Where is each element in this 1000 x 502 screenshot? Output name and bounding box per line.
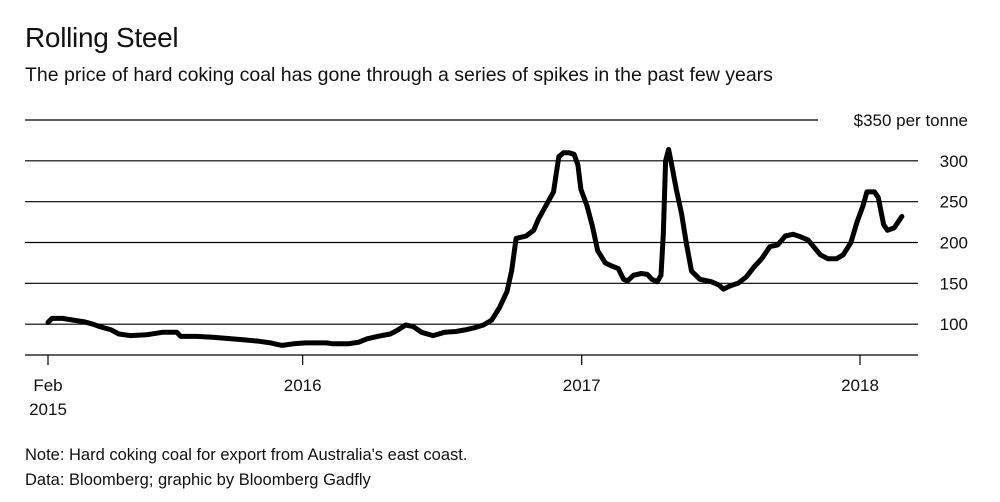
line-chart: $350 per tonne 300 250 200 150 100 Feb 2015 201…	[25, 111, 968, 419]
chart-title: Rolling Steel	[25, 22, 179, 53]
series-line-0	[45, 146, 905, 348]
y-tick-label-150: 150	[940, 274, 968, 293]
y-tick-label-300: 300	[940, 152, 968, 171]
y-tick-label-200: 200	[940, 234, 968, 253]
y-tick-label-350: $350 per tonne	[854, 111, 968, 130]
footnote: Note: Hard coking coal for export from A…	[25, 446, 468, 464]
x-tick-label-1: 2016	[284, 376, 322, 395]
x-tick-label-3: 2018	[841, 376, 879, 395]
y-tick-label-250: 250	[940, 193, 968, 212]
x-tick-label-0: Feb	[33, 376, 62, 395]
x-tick-label-2: 2017	[563, 376, 601, 395]
x-tick-sublabel-0: 2015	[29, 400, 67, 419]
y-gridlines	[25, 119, 918, 325]
series-group	[45, 146, 905, 348]
x-axis: Feb 2015 2016 2017 2018	[25, 354, 918, 419]
y-tick-label-100: 100	[940, 315, 968, 334]
source-credit: Data: Bloomberg; graphic by Bloomberg Ga…	[25, 471, 371, 489]
y-tick-labels: $350 per tonne 300 250 200 150 100	[854, 111, 968, 334]
chart-subtitle: The price of hard coking coal has gone t…	[25, 64, 773, 86]
